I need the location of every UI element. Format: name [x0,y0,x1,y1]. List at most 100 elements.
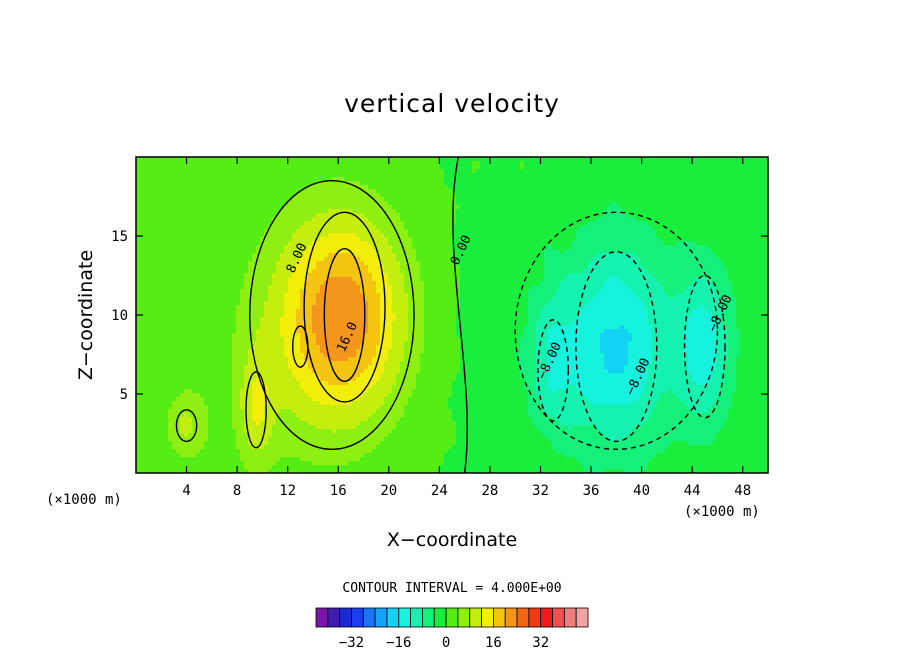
heatmap-cell [256,217,261,222]
heatmap-cell [584,169,589,174]
heatmap-cell [340,229,345,234]
heatmap-cell [520,165,525,170]
heatmap-cell [184,189,189,194]
heatmap-cell [408,177,413,182]
heatmap-cell [536,177,541,182]
heatmap-cell [152,177,157,182]
heatmap-cell [208,237,213,242]
heatmap-cell [304,193,309,198]
heatmap-cell [660,221,665,226]
heatmap-cell [696,241,701,246]
heatmap-cell [540,213,545,218]
heatmap-cell [204,245,209,250]
heatmap-cell [484,221,489,226]
heatmap-cell [480,221,485,226]
heatmap-cell [532,241,537,246]
heatmap-cell [468,201,473,206]
heatmap-cell [292,213,297,218]
heatmap-cell [288,201,293,206]
heatmap-cell [436,157,441,162]
heatmap-cell [596,237,601,242]
heatmap-cell [708,209,713,214]
heatmap-cell [656,165,661,170]
heatmap-cell [344,177,349,182]
heatmap-cell [480,241,485,246]
heatmap-cell [468,157,473,162]
heatmap-cell [184,165,189,170]
heatmap-cell [496,261,501,266]
heatmap-cell [460,193,465,198]
heatmap-cell [344,189,349,194]
heatmap-cell [364,205,369,210]
heatmap-cell [280,193,285,198]
heatmap-cell [636,241,641,246]
heatmap-cell [284,181,289,186]
heatmap-cell [140,189,145,194]
heatmap-cell [144,265,149,270]
heatmap-cell [256,177,261,182]
heatmap-cell [220,253,225,258]
heatmap-cell [548,249,553,254]
heatmap-cell [596,201,601,206]
heatmap-cell [216,273,221,278]
heatmap-cell [152,209,157,214]
heatmap-cell [420,233,425,238]
heatmap-cell [148,237,153,242]
heatmap-cell [368,281,373,286]
heatmap-cell [156,257,161,262]
heatmap-cell [664,193,669,198]
heatmap-cell [192,277,197,282]
heatmap-cell [296,193,301,198]
heatmap-cell [400,169,405,174]
heatmap-cell [192,181,197,186]
heatmap-cell [504,225,509,230]
heatmap-cell [340,237,345,242]
heatmap-cell [224,257,229,262]
heatmap-cell [704,157,709,162]
heatmap-cell [140,213,145,218]
heatmap-cell [260,225,265,230]
heatmap-cell [676,265,681,270]
heatmap-cell [220,269,225,274]
heatmap-cell [384,189,389,194]
heatmap-cell [316,229,321,234]
heatmap-cell [612,213,617,218]
heatmap-cell [612,181,617,186]
heatmap-cell [264,161,269,166]
heatmap-cell [484,237,489,242]
heatmap-cell [636,277,641,282]
heatmap-cell [404,189,409,194]
heatmap-cell [544,169,549,174]
heatmap-cell [464,161,469,166]
heatmap-cell [712,257,717,262]
heatmap-cell [392,249,397,254]
heatmap-cell [684,249,689,254]
heatmap-cell [492,177,497,182]
heatmap-cell [744,157,749,162]
heatmap-cell [392,237,397,242]
heatmap-cell [564,185,569,190]
heatmap-cell [200,161,205,166]
heatmap-cell [336,241,341,246]
heatmap-cell [476,181,481,186]
heatmap-cell [724,201,729,206]
heatmap-cell [764,205,768,210]
heatmap-cell [508,277,513,282]
heatmap-cell [664,169,669,174]
heatmap-cell [316,197,321,202]
heatmap-cell [668,177,673,182]
heatmap-cell [432,237,437,242]
heatmap-cell [400,277,405,282]
heatmap-cell [160,249,165,254]
heatmap-cell [380,213,385,218]
heatmap-cell [176,257,181,262]
heatmap-cell [620,213,625,218]
heatmap-cell [228,281,233,286]
heatmap-cell [764,197,768,202]
heatmap-cell [616,273,621,278]
heatmap-cell [460,221,465,226]
heatmap-cell [440,205,445,210]
heatmap-cell [516,189,521,194]
heatmap-cell [724,165,729,170]
heatmap-cell [532,277,537,282]
